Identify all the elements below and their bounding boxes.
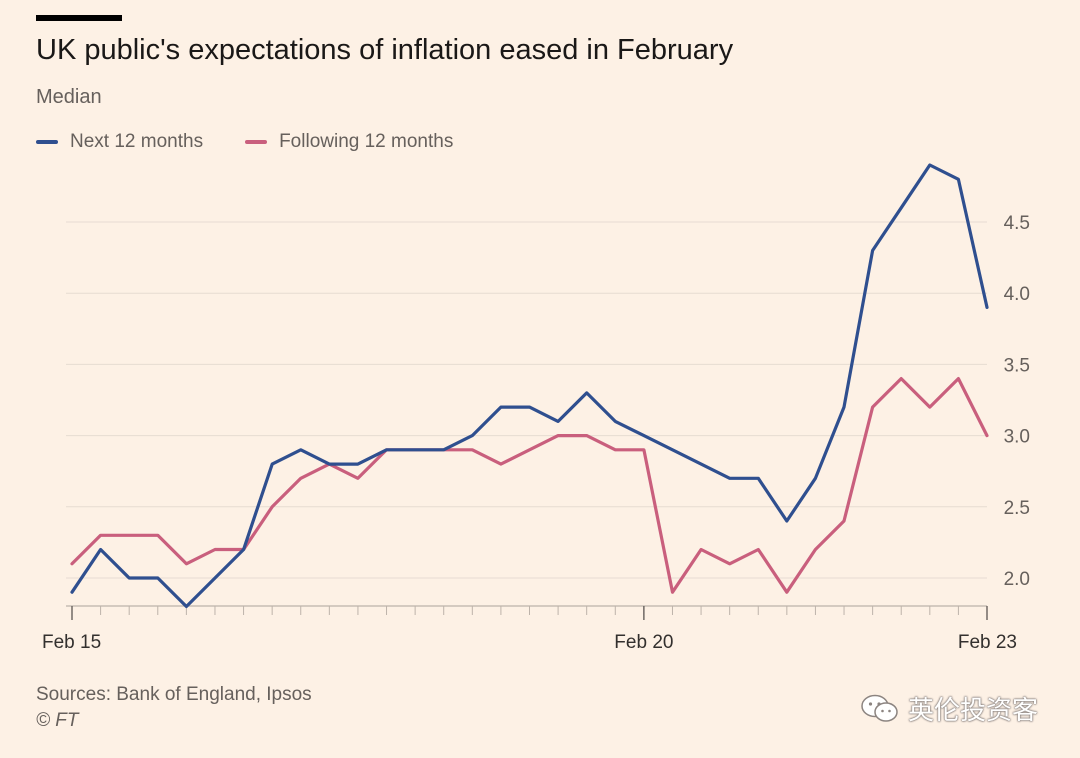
series-lines (70, 163, 989, 609)
top-rule (36, 15, 122, 21)
chart-title: UK public's expectations of inflation ea… (36, 34, 734, 66)
y-tick-label: 2.5 (1004, 498, 1030, 519)
series-line-next-12-months (70, 163, 989, 609)
legend-swatch-next-12 (36, 140, 58, 144)
line-chart: 2.0 2.5 3.0 3.5 4.0 4.5 Feb 15 Feb 20 Feb 23 (42, 163, 1030, 653)
y-tick-label: 3.5 (1004, 355, 1030, 376)
series-line-following-12-months (70, 377, 989, 594)
watermark-text: 英伦投资客 (908, 695, 1039, 725)
x-axis: Feb 15 Feb 20 Feb 23 (42, 605, 1017, 653)
y-tick-label: 4.5 (1004, 213, 1030, 234)
y-tick-label: 2.0 (1004, 569, 1030, 590)
chart-subtitle: Median (36, 86, 102, 108)
y-axis-tick-labels: 2.0 2.5 3.0 3.5 4.0 4.5 (1004, 213, 1030, 590)
x-tick-label: Feb 20 (614, 632, 673, 653)
legend: Next 12 months Following 12 months (36, 131, 495, 153)
legend-swatch-following-12 (245, 140, 268, 144)
x-tick-label: Feb 23 (958, 632, 1017, 653)
legend-item-next-12: Next 12 months (36, 131, 203, 153)
legend-label-following-12: Following 12 months (279, 131, 454, 152)
legend-label-next-12: Next 12 months (70, 131, 204, 152)
chat-bubbles-icon (861, 694, 898, 722)
ft-credit: © FT (36, 710, 79, 731)
y-tick-label: 3.0 (1004, 427, 1030, 448)
watermark: 英伦投资客 (860, 690, 1038, 727)
x-tick-label: Feb 15 (42, 632, 101, 653)
legend-item-following-12: Following 12 months (245, 131, 453, 153)
gridlines (66, 221, 987, 579)
sources-note: Sources: Bank of England, Ipsos (36, 684, 312, 705)
y-tick-label: 4.0 (1004, 284, 1030, 305)
